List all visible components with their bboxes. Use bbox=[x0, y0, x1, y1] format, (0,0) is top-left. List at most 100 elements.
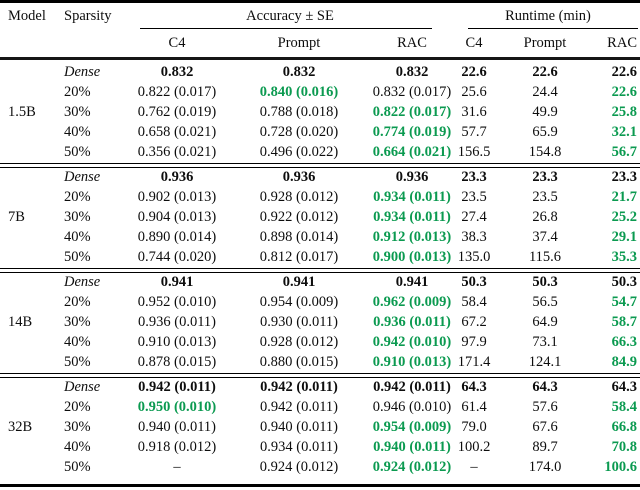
table-cell: 0.822 (0.017) bbox=[137, 84, 217, 100]
table-cell: 0.910 (0.013) bbox=[372, 354, 452, 370]
table-cell: 0.940 (0.011) bbox=[138, 419, 216, 435]
table-cell: 100.6 bbox=[604, 459, 637, 475]
block-separator-rule bbox=[0, 267, 640, 273]
table-cell: 0.954 (0.009) bbox=[259, 294, 339, 310]
table-cell: 31.6 bbox=[461, 104, 487, 120]
model-block-7B: 7B Dense 0.936 0.936 0.936 23.3 23.3 23.3 20% 0.9… bbox=[0, 168, 640, 268]
block-separator-rule bbox=[0, 162, 640, 168]
sparsity-label: 20% bbox=[64, 399, 91, 415]
sparsity-label: 40% bbox=[64, 439, 91, 455]
table-cell: 0.942 (0.011) bbox=[260, 399, 338, 415]
model-block-1.5B: 1.5B Dense 0.832 0.832 0.832 22.6 22.6 22.6 20% 0… bbox=[0, 63, 640, 163]
table-cell: 0.910 (0.013) bbox=[137, 334, 217, 350]
sparsity-label: 30% bbox=[64, 419, 91, 435]
table-cell: 0.840 (0.016) bbox=[259, 84, 339, 100]
sparsity-label: Dense bbox=[64, 379, 101, 395]
table-cell: 61.4 bbox=[461, 399, 487, 415]
sparsity-label: 20% bbox=[64, 189, 91, 205]
table-cell: 21.7 bbox=[611, 189, 637, 205]
table-cell: 66.3 bbox=[611, 334, 637, 350]
table-cell: 0.788 (0.018) bbox=[259, 104, 339, 120]
table-cell: 156.5 bbox=[457, 144, 491, 160]
table-cell: 58.4 bbox=[461, 294, 487, 310]
table-cell: 25.6 bbox=[461, 84, 487, 100]
table-cell: 50.3 bbox=[611, 274, 637, 290]
sparsity-label: Dense bbox=[64, 64, 101, 80]
table-cell: 23.3 bbox=[532, 169, 558, 185]
sparsity-label: 40% bbox=[64, 229, 91, 245]
table-cell: 124.1 bbox=[528, 354, 562, 370]
table-cell: 22.6 bbox=[461, 64, 487, 80]
table-cell: – bbox=[470, 459, 478, 475]
header-row-groups: Model Sparsity Accuracy ± SE Runtime (mi… bbox=[0, 3, 640, 29]
table-cell: 37.4 bbox=[532, 229, 558, 245]
table-cell: 0.941 bbox=[395, 274, 429, 290]
table-cell: 22.6 bbox=[611, 84, 637, 100]
sparsity-label: 50% bbox=[64, 459, 91, 475]
table-cell: 0.728 (0.020) bbox=[259, 124, 339, 140]
sparsity-label: 40% bbox=[64, 124, 91, 140]
table-body: 1.5B Dense 0.832 0.832 0.832 22.6 22.6 22.6 20% 0… bbox=[0, 60, 640, 478]
table-cell: 0.664 (0.021) bbox=[372, 144, 452, 160]
table-cell: 100.2 bbox=[457, 439, 491, 455]
table-cell: 32.1 bbox=[611, 124, 637, 140]
table-top-rule bbox=[0, 0, 640, 3]
sparsity-label: Dense bbox=[64, 169, 101, 185]
table-cell: 97.9 bbox=[461, 334, 487, 350]
table-cell: 0.936 bbox=[395, 169, 429, 185]
table-cell: 0.930 (0.011) bbox=[260, 314, 338, 330]
table-cell: 58.7 bbox=[611, 314, 637, 330]
table-cell: 67.6 bbox=[532, 419, 558, 435]
table-cell: 115.6 bbox=[528, 249, 562, 265]
table-cell: 67.2 bbox=[461, 314, 487, 330]
table-cell: 0.950 (0.010) bbox=[137, 399, 217, 415]
table-cell: 23.5 bbox=[461, 189, 487, 205]
table-cell: 56.5 bbox=[532, 294, 558, 310]
runtime-group-header: Runtime (min) bbox=[456, 3, 640, 29]
table-cell: 58.4 bbox=[611, 399, 637, 415]
table-cell: 38.3 bbox=[461, 229, 487, 245]
table-cell: 0.918 (0.012) bbox=[137, 439, 217, 455]
table-cell: 0.658 (0.021) bbox=[137, 124, 217, 140]
table-cell: 0.954 (0.009) bbox=[372, 419, 452, 435]
table-cell: 0.924 (0.012) bbox=[259, 459, 339, 475]
table-cell: 0.952 (0.010) bbox=[137, 294, 217, 310]
table-cell: 0.744 (0.020) bbox=[137, 249, 217, 265]
table-cell: 24.4 bbox=[532, 84, 558, 100]
table-cell: 0.936 (0.011) bbox=[373, 314, 451, 330]
subheader-accuracy-c4: C4 bbox=[168, 34, 186, 51]
table-cell: 0.941 bbox=[282, 274, 316, 290]
sparsity-label: 40% bbox=[64, 334, 91, 350]
table-bottom-rule bbox=[0, 483, 640, 487]
table-cell: 84.9 bbox=[611, 354, 637, 370]
table-cell: 0.942 (0.011) bbox=[260, 379, 338, 395]
table-cell: 54.7 bbox=[611, 294, 637, 310]
model-label: 7B bbox=[8, 209, 25, 225]
table-cell: 0.832 (0.017) bbox=[372, 84, 452, 100]
table-cell: 89.7 bbox=[532, 439, 558, 455]
table-cell: 23.5 bbox=[532, 189, 558, 205]
table-cell: 27.4 bbox=[461, 209, 487, 225]
table-cell: 0.774 (0.019) bbox=[372, 124, 452, 140]
table-cell: 0.936 (0.011) bbox=[138, 314, 216, 330]
table-cell: 64.9 bbox=[532, 314, 558, 330]
table-cell: 0.940 (0.011) bbox=[260, 419, 338, 435]
model-block-14B: 14B Dense 0.941 0.941 0.941 50.3 50.3 50.3 20% 0.… bbox=[0, 273, 640, 373]
model-column-header: Model bbox=[8, 7, 46, 24]
table-cell: 0.832 bbox=[282, 64, 316, 80]
table-cell: 0.942 (0.011) bbox=[373, 379, 451, 395]
table-cell: 22.6 bbox=[532, 64, 558, 80]
table-cell: 0.878 (0.015) bbox=[137, 354, 217, 370]
model-label: 32B bbox=[8, 419, 33, 435]
header-bottom-rule bbox=[0, 57, 640, 60]
accuracy-group-label: Accuracy ± SE bbox=[246, 7, 334, 24]
table-cell: 0.946 (0.010) bbox=[372, 399, 452, 415]
table-cell: 65.9 bbox=[532, 124, 558, 140]
subheader-accuracy-prompt: Prompt bbox=[277, 34, 321, 51]
table-cell: 70.8 bbox=[611, 439, 637, 455]
table-cell: 25.8 bbox=[611, 104, 637, 120]
table-cell: 0.922 (0.012) bbox=[259, 209, 339, 225]
model-label: 14B bbox=[8, 314, 33, 330]
sparsity-label: 20% bbox=[64, 294, 91, 310]
